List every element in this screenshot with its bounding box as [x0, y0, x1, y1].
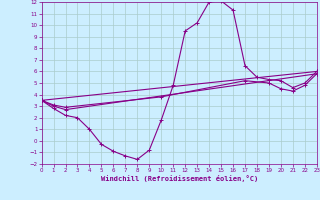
X-axis label: Windchill (Refroidissement éolien,°C): Windchill (Refroidissement éolien,°C) — [100, 175, 258, 182]
